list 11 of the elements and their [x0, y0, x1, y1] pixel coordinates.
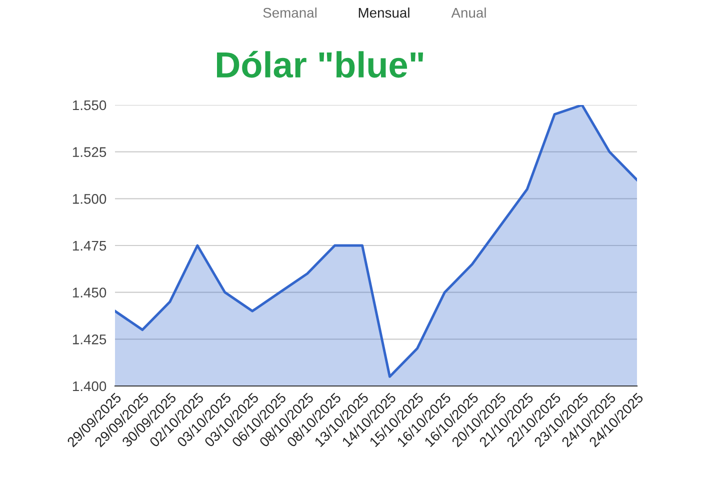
y-tick-label: 1.550 [72, 100, 106, 110]
y-tick-label: 1.525 [72, 147, 106, 158]
y-tick-label: 1.450 [72, 288, 106, 298]
text: Anual [451, 8, 486, 18]
y-tick-label: 1.475 [72, 240, 106, 251]
chart-title: Dólar "blue" [217, 50, 424, 78]
y-tick-label: 1.425 [72, 334, 106, 344]
y-tick-label: 1.500 [72, 194, 106, 204]
text: Semanal [263, 8, 316, 18]
y-tick-label: 1.400 [72, 381, 106, 392]
text: Mensual [358, 8, 410, 18]
